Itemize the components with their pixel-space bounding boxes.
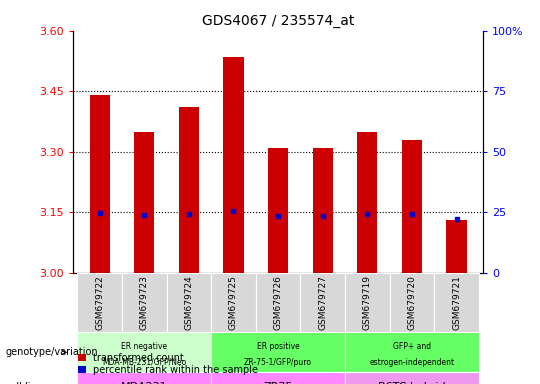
Bar: [313, 148, 333, 273]
Text: MDA-MB-231/GFP/Neo: MDA-MB-231/GFP/Neo: [102, 358, 186, 367]
Text: GSM679725: GSM679725: [229, 275, 238, 330]
Text: cell line: cell line: [5, 382, 43, 384]
Bar: [179, 108, 199, 273]
Text: GSM679719: GSM679719: [363, 275, 372, 330]
Bar: [122, 273, 166, 332]
Bar: [211, 372, 345, 384]
Text: ER positive: ER positive: [256, 342, 300, 351]
Bar: [77, 273, 122, 332]
Bar: [166, 273, 211, 332]
Bar: [268, 148, 288, 273]
Bar: [402, 140, 422, 273]
Text: ZR75: ZR75: [264, 382, 293, 384]
Bar: [300, 273, 345, 332]
Bar: [77, 332, 211, 372]
Text: ER negative: ER negative: [121, 342, 167, 351]
Text: B6TC hybrid: B6TC hybrid: [378, 382, 446, 384]
Bar: [77, 372, 211, 384]
Bar: [345, 372, 479, 384]
Bar: [90, 95, 110, 273]
Bar: [434, 273, 479, 332]
Bar: [211, 332, 345, 372]
Bar: [224, 57, 244, 273]
Bar: [211, 273, 256, 332]
Bar: [256, 273, 300, 332]
Text: GSM679720: GSM679720: [407, 275, 416, 330]
Text: GSM679723: GSM679723: [140, 275, 149, 330]
Text: GSM679722: GSM679722: [95, 275, 104, 330]
Text: genotype/variation: genotype/variation: [5, 347, 98, 358]
Text: GFP+ and: GFP+ and: [393, 342, 431, 351]
Bar: [357, 132, 377, 273]
Text: GSM679724: GSM679724: [184, 275, 193, 330]
Bar: [134, 132, 154, 273]
Text: GSM679727: GSM679727: [318, 275, 327, 330]
Bar: [345, 332, 479, 372]
Bar: [447, 220, 467, 273]
Text: ZR-75-1/GFP/puro: ZR-75-1/GFP/puro: [244, 358, 312, 367]
Text: estrogen-independent: estrogen-independent: [369, 358, 455, 367]
Bar: [390, 273, 434, 332]
Title: GDS4067 / 235574_at: GDS4067 / 235574_at: [202, 14, 354, 28]
Text: MDA231: MDA231: [121, 382, 167, 384]
Text: GSM679721: GSM679721: [452, 275, 461, 330]
Bar: [345, 273, 390, 332]
Text: GSM679726: GSM679726: [274, 275, 282, 330]
Legend: transformed count, percentile rank within the sample: transformed count, percentile rank withi…: [78, 353, 258, 375]
